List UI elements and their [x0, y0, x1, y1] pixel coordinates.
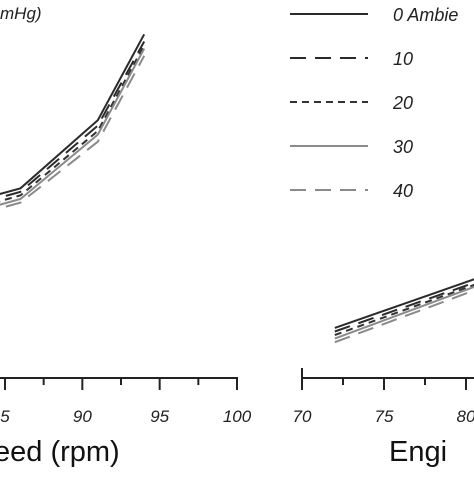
x-tick-label: 5: [0, 407, 10, 426]
series-line: [0, 55, 146, 210]
legend-label: 0 Ambie: [393, 5, 458, 25]
series-line: [0, 41, 146, 199]
legend-label: 40: [393, 181, 413, 201]
legend: 0 Ambie 10 20 30 40: [290, 5, 458, 201]
legend-label: 20: [392, 93, 413, 113]
legend-label: 30: [393, 137, 413, 157]
x-tick-label: 90: [73, 407, 92, 426]
series-line: [334, 289, 474, 344]
x-axis-label-left: eed (rpm): [0, 436, 120, 468]
series-line: [334, 283, 474, 336]
series-line: [334, 285, 474, 340]
x-tick-label: 70: [293, 407, 312, 426]
series-line: [334, 281, 474, 333]
x-tick-label: 75: [375, 407, 394, 426]
right-panel: 70 75 80: [293, 278, 474, 426]
x-tick-label: 100: [223, 407, 252, 426]
x-tick-label: 80: [457, 407, 474, 426]
series-line: [0, 33, 146, 196]
legend-label: 10: [393, 49, 413, 69]
series-line: [334, 278, 474, 329]
series-line: [0, 44, 146, 203]
y-axis-label-fragment: mHg): [0, 4, 42, 23]
left-panel: 5 90 95 100: [0, 33, 252, 426]
series-line: [0, 48, 146, 206]
x-axis-label-right: Engi: [389, 436, 447, 468]
x-tick-label: 95: [150, 407, 169, 426]
